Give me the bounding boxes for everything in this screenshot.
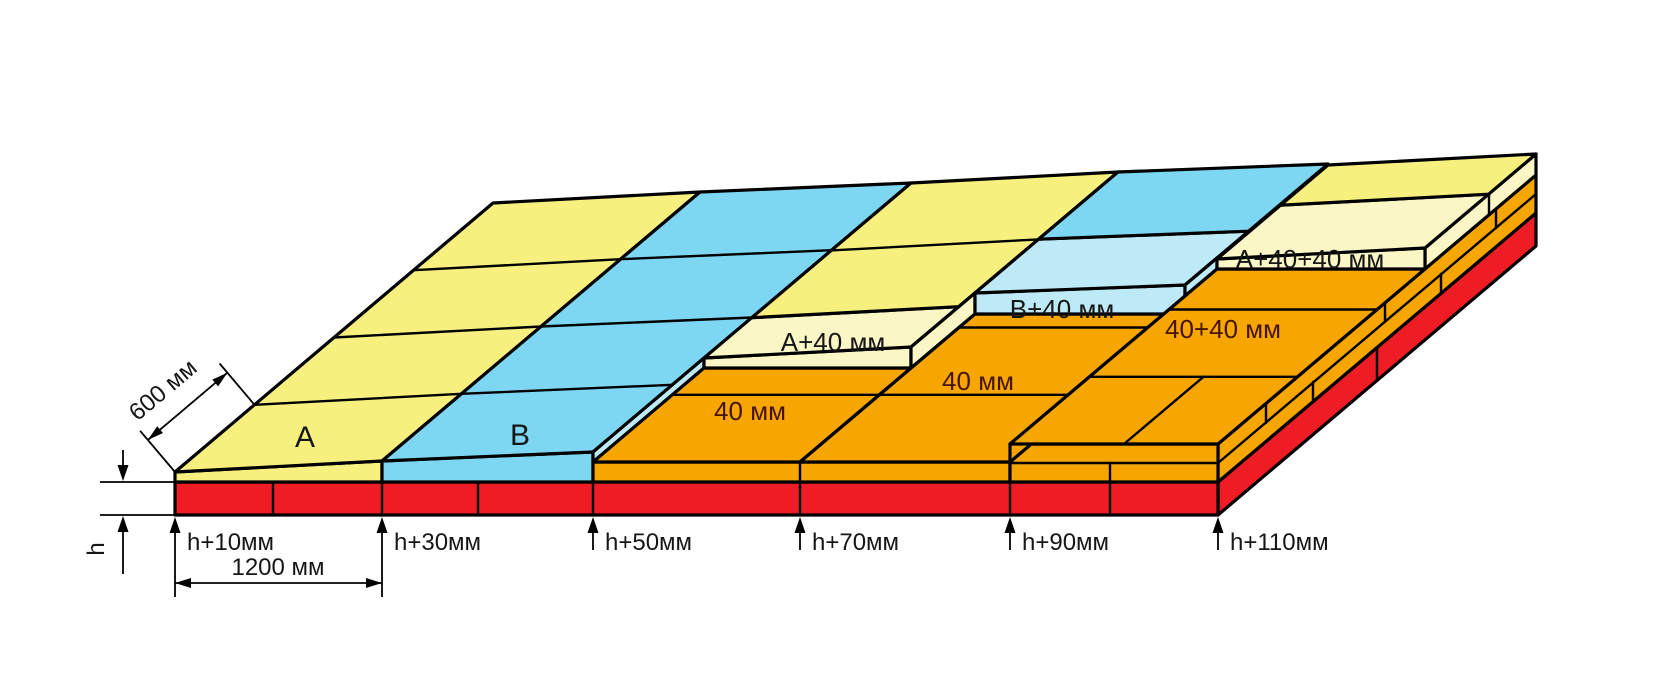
underlay-40-front-face — [591, 460, 1012, 484]
dimension-label-h: h — [83, 542, 110, 555]
joint-callout-4: h+90мм — [1004, 517, 1109, 556]
base-slab-front-joints — [271, 480, 1112, 517]
base-slab — [173, 211, 1538, 517]
underlay-label-40-col4: 40 мм — [942, 366, 1014, 396]
joint-height-label-0: h+10мм — [187, 529, 274, 556]
joint-callout-1: h+30мм — [376, 517, 481, 597]
joint-height-callouts: h+10мм h+30мм h+50мм h+70мм h+90мм h+110… — [169, 517, 1329, 597]
tile-label-a40: A+40 мм — [781, 327, 885, 357]
joint-height-label-1: h+30мм — [394, 529, 481, 556]
tile-label-a: A — [295, 421, 315, 454]
dimension-label-1200mm: 1200 мм — [231, 554, 324, 581]
underlay-label-40-col3: 40 мм — [714, 396, 786, 426]
underlay-label-4040: 40+40 мм — [1165, 314, 1281, 344]
joint-height-label-4: h+90мм — [1022, 529, 1109, 556]
base-slab-front-face — [173, 480, 1220, 517]
tile-label-b: B — [510, 419, 530, 452]
dimension-plate-length: 1200 мм — [175, 554, 382, 588]
joint-callout-0: h+10мм — [169, 517, 274, 597]
joint-height-label-2: h+50мм — [605, 529, 692, 556]
dimension-base-thickness: h — [83, 450, 175, 574]
joint-callout-5: h+110мм — [1212, 517, 1329, 556]
joint-callout-2: h+50мм — [587, 517, 692, 556]
underlay-4040-front-face — [1008, 442, 1220, 484]
column-3: 40 мм A+40 мм — [591, 170, 1120, 464]
joint-height-label-3: h+70мм — [812, 529, 899, 556]
tile-label-a4040: A+40+40 мм — [1236, 244, 1385, 274]
tile-label-b40: B+40 мм — [1010, 294, 1114, 324]
plate-a4040-top-back — [1278, 152, 1538, 207]
column-5: 40+40 мм A+40+40 мм — [1008, 152, 1538, 464]
joint-callout-3: h+70мм — [794, 517, 899, 556]
joint-height-label-5: h+110мм — [1230, 529, 1329, 556]
